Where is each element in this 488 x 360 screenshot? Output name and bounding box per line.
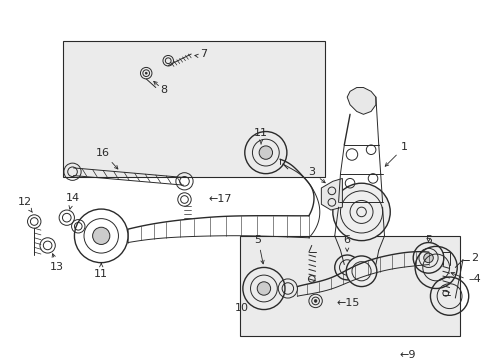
Text: 1: 1 [385, 142, 407, 166]
Text: 11: 11 [94, 264, 108, 279]
Text: 8: 8 [160, 85, 167, 95]
Circle shape [92, 227, 110, 244]
Polygon shape [321, 179, 342, 210]
Text: 16: 16 [96, 148, 118, 169]
Text: 6: 6 [343, 235, 350, 251]
Circle shape [259, 146, 272, 159]
Circle shape [332, 183, 389, 240]
Text: ←9: ←9 [399, 351, 415, 360]
Circle shape [346, 256, 376, 287]
Text: 10: 10 [234, 303, 248, 312]
Text: ←17: ←17 [208, 194, 231, 204]
Circle shape [377, 352, 379, 355]
Bar [62, 41, 324, 177]
Circle shape [257, 282, 270, 295]
Text: 14: 14 [65, 193, 80, 209]
Text: 13: 13 [50, 254, 64, 273]
Text: 2: 2 [469, 253, 477, 263]
Circle shape [423, 253, 432, 263]
Bar [240, 236, 459, 336]
Text: 11: 11 [254, 129, 267, 144]
Circle shape [145, 72, 147, 74]
Text: 5: 5 [254, 235, 264, 264]
Polygon shape [346, 87, 375, 114]
Text: 5: 5 [424, 235, 431, 245]
Text: 12: 12 [18, 197, 32, 212]
Circle shape [313, 300, 316, 302]
Text: –4: –4 [468, 274, 481, 284]
Text: ←15: ←15 [336, 298, 359, 308]
Text: 7: 7 [200, 49, 207, 59]
Text: 3: 3 [307, 167, 325, 183]
